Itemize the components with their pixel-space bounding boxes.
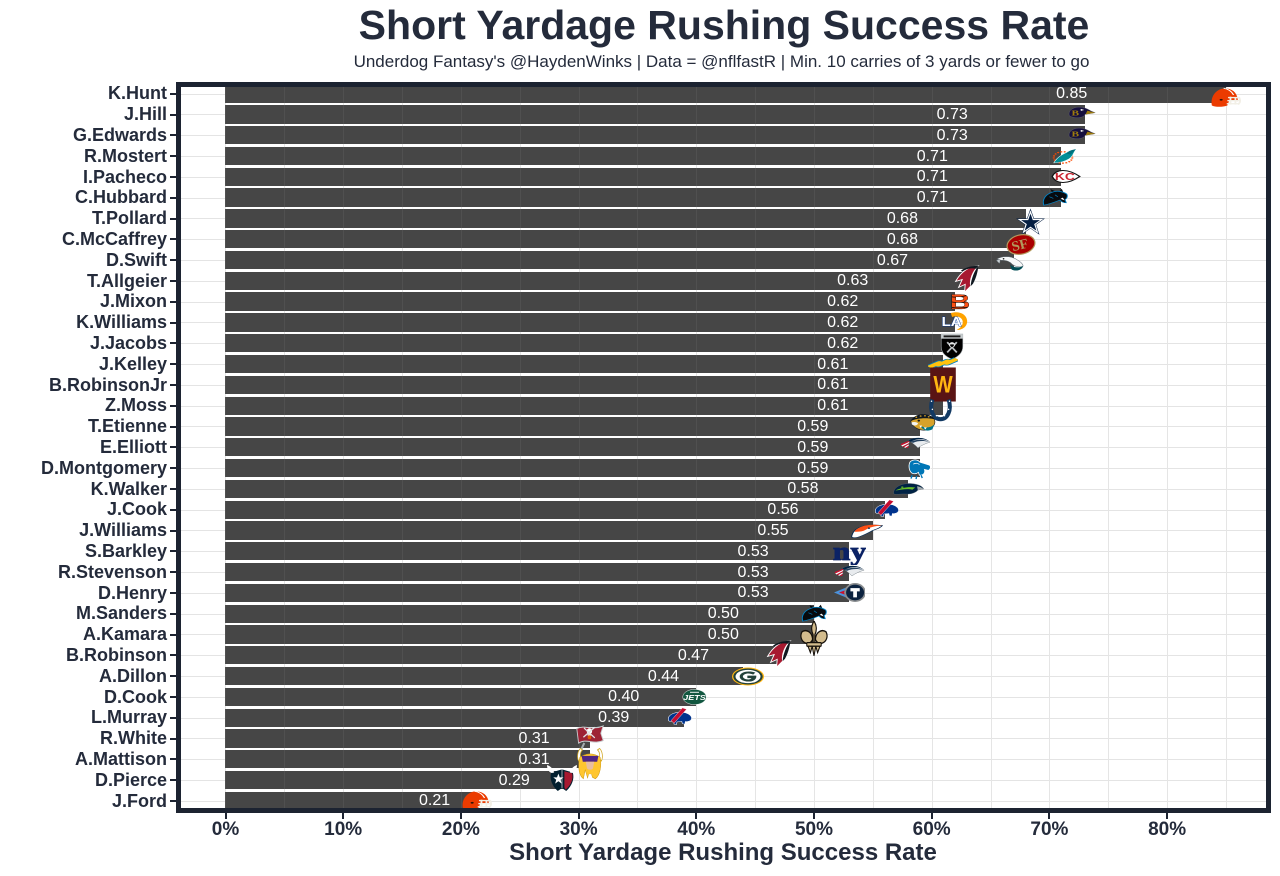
svg-text:LA: LA	[941, 314, 961, 329]
svg-text:B: B	[1071, 111, 1079, 118]
svg-text:W: W	[934, 372, 953, 399]
svg-text:B: B	[1071, 132, 1079, 139]
svg-text:ny: ny	[833, 537, 866, 565]
svg-text:JETS: JETS	[683, 694, 706, 702]
svg-text:KC: KC	[1055, 171, 1075, 182]
svg-text:SF: SF	[1010, 236, 1030, 255]
